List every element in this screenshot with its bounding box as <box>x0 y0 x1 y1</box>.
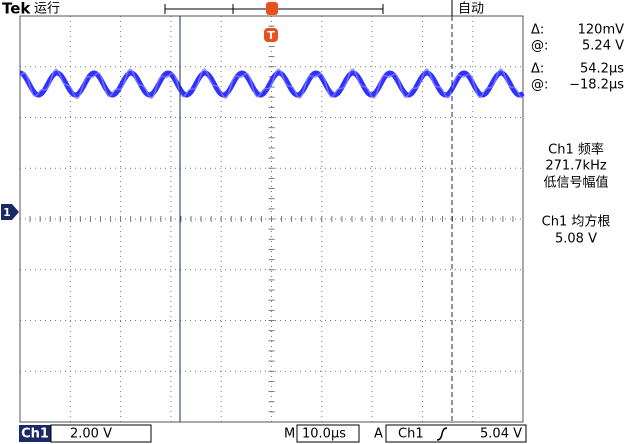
footer-channel: Ch1 <box>21 427 49 442</box>
channel-marker-bg <box>1 204 19 220</box>
measurement-value: 271.7kHz <box>545 159 607 174</box>
channel-marker: 1 <box>3 206 11 219</box>
slope-icon <box>436 427 448 441</box>
trigger-marker-bg <box>264 28 278 42</box>
trigger-mode: 自动 <box>458 2 484 17</box>
readout-value: 5.24 V <box>582 39 624 54</box>
time-label: M <box>284 427 295 442</box>
measurement-title: Ch1 均方根 <box>542 214 611 230</box>
trigger-label: A <box>374 427 383 442</box>
readout-value: 54.2µs <box>580 62 624 77</box>
readout-label: Δ: <box>531 62 544 77</box>
volts-box <box>50 424 152 443</box>
measurement-value: 5.08 V <box>555 232 597 247</box>
channel-badge <box>19 425 51 442</box>
readout-label: @: <box>531 39 548 54</box>
measurement-title: Ch1 频率 <box>548 142 604 158</box>
trigger-box <box>385 424 527 443</box>
time-box <box>296 424 360 443</box>
time-div: 10.0µs <box>302 427 346 442</box>
trigger-channel: Ch1 <box>398 427 424 442</box>
readout-label: Δ: <box>531 23 544 38</box>
measurement-note: 低信号幅值 <box>543 175 608 191</box>
readout-value: 120mV <box>578 23 624 38</box>
graticule <box>19 15 524 423</box>
trigger-marker: T <box>267 29 275 42</box>
waveform-noise <box>19 68 524 100</box>
readout-label: @: <box>531 78 548 93</box>
brand: Tek <box>2 0 31 18</box>
run-status: 运行 <box>34 2 60 17</box>
trigger-level: 5.04 V <box>480 427 522 442</box>
frame <box>19 15 524 423</box>
trigger-pos-marker <box>266 2 278 15</box>
readout-value: −18.2µs <box>569 78 624 93</box>
volts-div: 2.00 V <box>70 427 112 442</box>
